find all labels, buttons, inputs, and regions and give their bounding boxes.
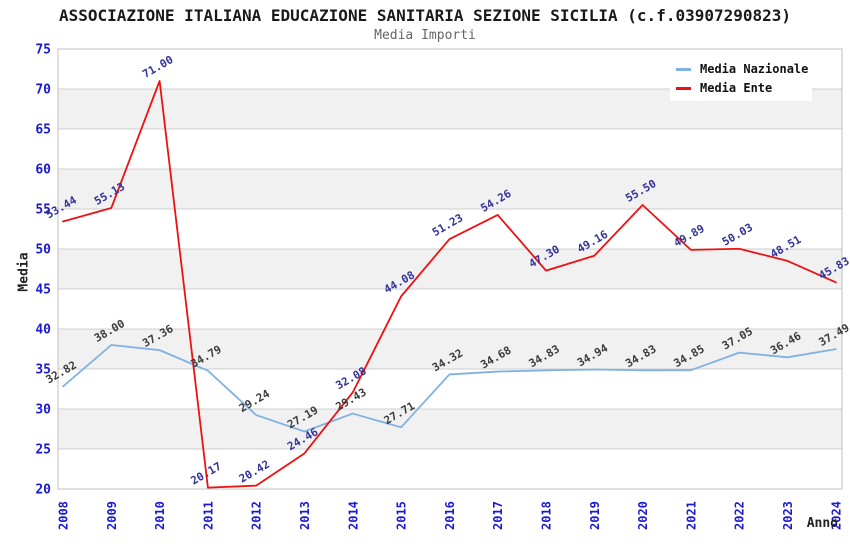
svg-text:2021: 2021 [684,501,698,530]
svg-text:2012: 2012 [250,501,264,530]
x-axis-title: Anno [806,516,838,531]
legend-label-media-nazionale: Media Nazionale [700,62,809,76]
svg-text:2015: 2015 [395,501,409,530]
svg-text:2016: 2016 [443,501,457,530]
legend-item-media-nazionale: Media Nazionale [676,62,812,76]
svg-text:2019: 2019 [588,501,602,530]
legend-swatch-media-nazionale-icon [676,67,691,71]
svg-text:65: 65 [35,123,51,138]
svg-text:51.23: 51.23 [430,211,465,239]
svg-text:50.03: 50.03 [720,221,755,249]
legend-label-media-ente: Media Ente [700,81,773,95]
svg-text:50: 50 [35,243,51,258]
svg-text:2011: 2011 [201,501,215,530]
y-axis-title: Media [16,252,32,292]
series-line-0 [62,344,837,433]
svg-text:2008: 2008 [57,501,71,530]
svg-text:2017: 2017 [491,501,505,530]
svg-text:2024: 2024 [829,501,843,530]
svg-text:2014: 2014 [346,501,360,530]
series-line-1 [62,80,837,489]
chart-title: ASSOCIAZIONE ITALIANA EDUCAZIONE SANITAR… [58,6,792,25]
legend-item-media-ente: Media Ente [676,81,812,95]
plot-border [57,48,843,490]
legend: Media Nazionale Media Ente [670,56,812,101]
svg-text:75: 75 [35,43,51,58]
svg-text:2009: 2009 [105,501,119,530]
svg-text:20.17: 20.17 [189,460,224,488]
svg-text:2010: 2010 [153,501,167,530]
chart-subtitle: Media Importi [374,28,476,43]
legend-swatch-media-ente-icon [676,86,691,90]
svg-text:25: 25 [35,443,51,458]
x-axis-tick-labels: 2008 2009 2010 2011 2012 2013 2014 2015 2016 2017… [57,501,844,530]
svg-text:71.00: 71.00 [140,53,175,81]
svg-text:20.42: 20.42 [237,458,272,486]
svg-text:30: 30 [35,403,51,418]
svg-text:2020: 2020 [636,501,650,530]
svg-text:2022: 2022 [733,501,747,530]
svg-text:2018: 2018 [540,501,554,530]
svg-text:70: 70 [35,83,51,98]
svg-text:2013: 2013 [298,501,312,530]
svg-text:20: 20 [35,483,51,498]
svg-text:55: 55 [35,203,51,218]
svg-text:35: 35 [35,363,51,378]
plot-bands [58,89,842,449]
svg-text:40: 40 [35,323,51,338]
y-axis-tick-labels: 20 25 30 35 40 45 50 55 60 65 70 75 [35,43,51,498]
svg-text:2023: 2023 [781,501,795,530]
svg-text:49.89: 49.89 [672,222,707,250]
svg-text:60: 60 [35,163,51,178]
svg-text:45: 45 [35,283,51,298]
